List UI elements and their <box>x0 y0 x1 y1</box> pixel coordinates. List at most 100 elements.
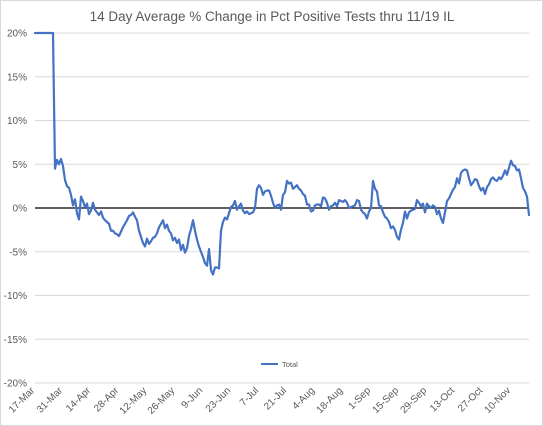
data-point <box>106 221 108 223</box>
data-point <box>164 227 166 229</box>
data-point <box>308 203 310 206</box>
data-point <box>464 168 466 171</box>
data-point <box>228 212 230 214</box>
data-point <box>506 174 508 176</box>
data-point <box>420 205 422 207</box>
data-point <box>328 209 330 211</box>
data-point <box>198 245 200 248</box>
data-point <box>98 214 100 216</box>
x-tick-label: 12-May <box>118 385 149 416</box>
data-point <box>74 198 76 200</box>
data-point <box>368 210 370 213</box>
data-point <box>158 226 160 228</box>
data-point <box>62 165 64 167</box>
y-tick-label: 5% <box>13 160 28 171</box>
data-point <box>418 202 420 204</box>
data-point <box>84 206 86 208</box>
data-point <box>458 182 460 185</box>
data-point <box>126 219 128 221</box>
data-point <box>54 168 56 170</box>
data-point <box>82 200 84 202</box>
x-tick-label: 31-Mar <box>35 385 66 416</box>
data-point <box>364 213 366 215</box>
data-point <box>390 227 392 229</box>
data-point <box>456 177 458 179</box>
data-point <box>178 238 180 241</box>
data-point <box>60 158 62 160</box>
data-point <box>236 209 238 211</box>
data-point <box>404 210 406 213</box>
data-point <box>478 185 480 187</box>
data-point <box>182 244 184 246</box>
data-point <box>204 262 206 264</box>
data-point <box>140 236 142 238</box>
data-point <box>298 188 300 190</box>
data-point <box>348 207 350 209</box>
data-point <box>336 205 338 207</box>
data-point <box>312 210 314 212</box>
data-point <box>272 202 274 204</box>
data-point <box>466 169 468 171</box>
x-tick-label: 18-Aug <box>315 385 346 416</box>
data-point <box>450 193 452 195</box>
data-point <box>406 217 408 220</box>
data-point <box>436 213 438 215</box>
data-point <box>168 230 170 232</box>
data-point <box>124 223 126 225</box>
data-point <box>70 194 72 196</box>
y-tick-label: -15% <box>4 335 27 346</box>
data-point <box>286 180 288 182</box>
data-point <box>410 210 412 212</box>
data-point <box>254 207 256 209</box>
data-point <box>92 202 94 204</box>
data-point <box>470 184 472 186</box>
data-point <box>136 219 138 221</box>
data-point <box>352 205 354 207</box>
data-point <box>276 204 278 206</box>
data-point <box>412 209 414 211</box>
data-point <box>422 203 424 205</box>
y-tick-label: 20% <box>7 29 27 40</box>
data-point <box>156 232 158 234</box>
data-point <box>452 189 454 191</box>
x-tick-label: 27-Oct <box>456 385 485 414</box>
data-point <box>488 183 490 185</box>
y-tick-label: -5% <box>9 247 27 258</box>
gridlines <box>35 32 529 384</box>
data-point <box>190 228 192 230</box>
chart-title: 14 Day Average % Change in Pct Positive … <box>90 9 455 24</box>
data-point <box>448 197 450 199</box>
data-point <box>320 205 322 207</box>
data-point <box>176 242 178 244</box>
data-point <box>284 191 286 193</box>
data-point <box>454 186 456 188</box>
data-point <box>500 178 502 180</box>
data-point <box>426 203 428 205</box>
x-tick-label: 7-Jul <box>238 385 261 408</box>
data-point <box>210 269 212 271</box>
data-point <box>334 202 336 204</box>
data-point <box>476 179 478 181</box>
data-point <box>314 204 316 206</box>
data-point <box>266 189 268 192</box>
x-tick-label: 4-Aug <box>290 385 317 412</box>
data-point <box>526 196 528 198</box>
data-point <box>374 188 376 190</box>
data-point <box>192 219 194 221</box>
data-point <box>142 242 144 244</box>
data-point <box>172 239 174 241</box>
series-line-total <box>33 31 531 276</box>
data-point <box>234 200 236 202</box>
data-point <box>78 218 80 220</box>
data-point <box>146 238 148 240</box>
data-point <box>326 202 328 204</box>
y-tick-label: 10% <box>7 116 27 127</box>
data-point <box>200 251 202 253</box>
data-point <box>324 197 326 199</box>
data-point <box>116 233 118 235</box>
x-tick-label: 29-Sep <box>399 385 430 416</box>
data-point <box>302 193 304 195</box>
data-point <box>184 252 186 254</box>
